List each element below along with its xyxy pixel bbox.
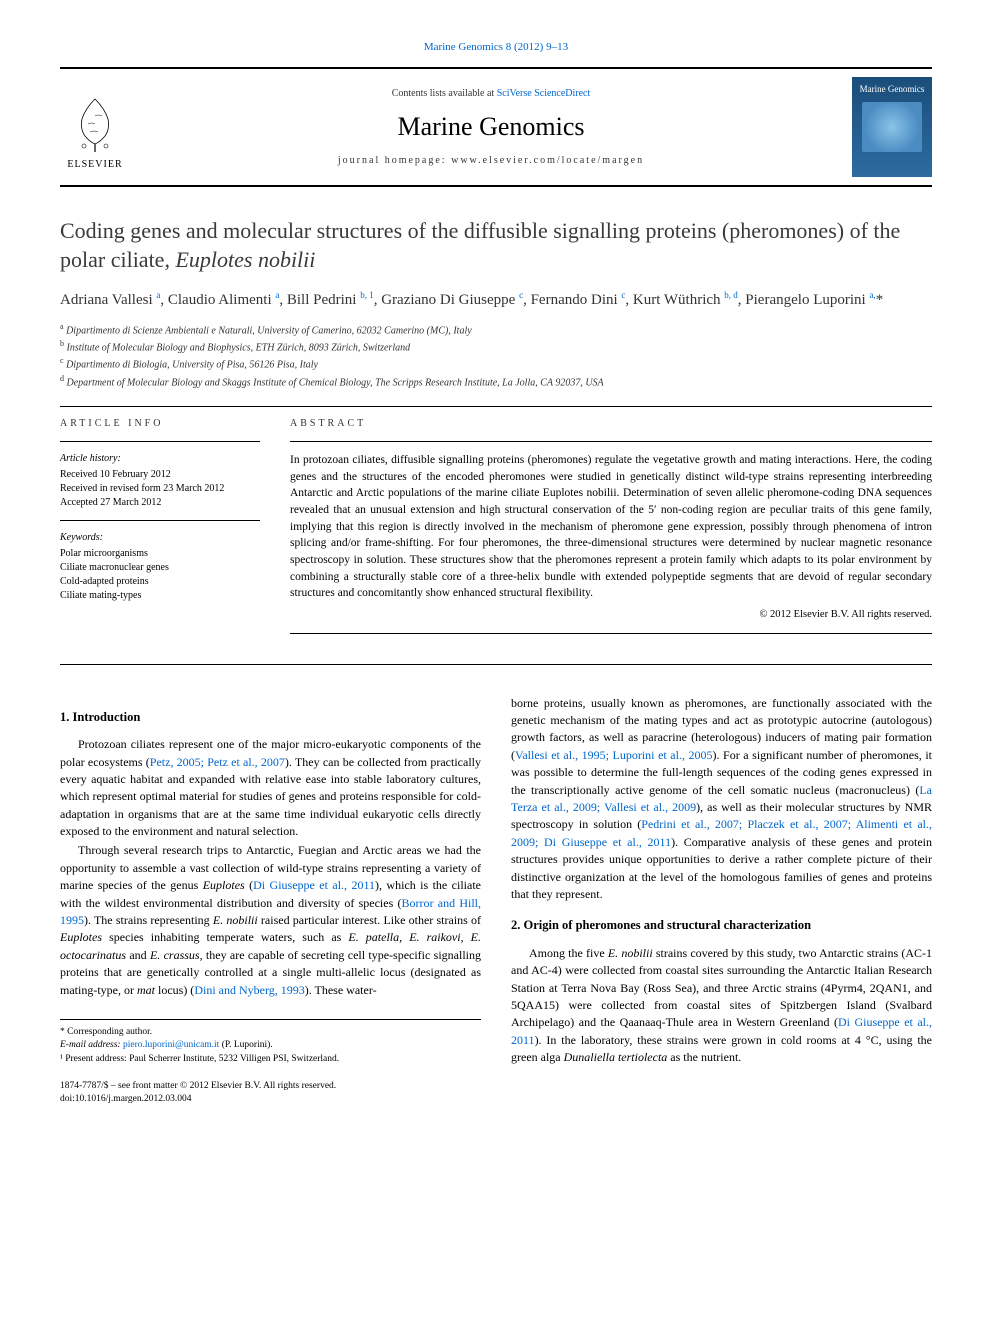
body-columns: 1. Introduction Protozoan ciliates repre… xyxy=(60,695,932,1107)
doi: doi:10.1016/j.margen.2012.03.004 xyxy=(60,1093,481,1106)
species-name: E. nobilii xyxy=(608,946,653,960)
article-info: ARTICLE INFO Article history: Received 1… xyxy=(60,417,260,644)
text-run: raised particular interest. Like other s… xyxy=(258,913,481,927)
journal-banner: ELSEVIER Contents lists available at Sci… xyxy=(60,67,932,187)
body-paragraph: Through several research trips to Antarc… xyxy=(60,842,481,999)
body-paragraph: borne proteins, usually known as pheromo… xyxy=(511,695,932,904)
left-column: 1. Introduction Protozoan ciliates repre… xyxy=(60,695,481,1107)
history-label: Article history: xyxy=(60,452,260,466)
species-name: E. crassus xyxy=(150,948,200,962)
citation-link[interactable]: Dini and Nyberg, 1993 xyxy=(194,983,304,997)
divider xyxy=(60,520,260,521)
corresponding-author: * Corresponding author. xyxy=(60,1026,481,1039)
right-column: borne proteins, usually known as pheromo… xyxy=(511,695,932,1107)
affiliation-line: b Institute of Molecular Biology and Bio… xyxy=(60,338,932,355)
keyword-line: Ciliate macronuclear genes xyxy=(60,561,260,575)
affiliation-line: c Dipartimento di Biologia, University o… xyxy=(60,355,932,372)
locus-name: mat xyxy=(137,983,155,997)
publisher-name: ELSEVIER xyxy=(67,158,122,172)
article-title: Coding genes and molecular structures of… xyxy=(60,217,932,274)
present-address: ¹ Present address: Paul Scherrer Institu… xyxy=(60,1053,481,1066)
keyword-line: Cold-adapted proteins xyxy=(60,575,260,589)
cover-image xyxy=(862,102,922,152)
abstract-text: In protozoan ciliates, diffusible signal… xyxy=(290,452,932,602)
article-info-heading: ARTICLE INFO xyxy=(60,417,260,431)
email-label: E-mail address: xyxy=(60,1040,123,1050)
homepage-prefix: journal homepage: xyxy=(338,155,451,166)
journal-cover: Marine Genomics xyxy=(852,77,932,177)
publisher-logo: ELSEVIER xyxy=(60,82,130,172)
history-line: Received in revised form 23 March 2012 xyxy=(60,482,260,496)
elsevier-tree-icon xyxy=(70,94,120,154)
text-run: and xyxy=(126,948,150,962)
divider xyxy=(60,441,260,442)
divider xyxy=(290,441,932,442)
species-name: Dunaliella tertiolecta xyxy=(564,1050,668,1064)
affiliations: a Dipartimento di Scienze Ambientali e N… xyxy=(60,321,932,390)
text-run: ). The strains representing xyxy=(84,913,213,927)
text-run: species inhabiting temperate waters, suc… xyxy=(102,930,348,944)
affiliation-line: a Dipartimento di Scienze Ambientali e N… xyxy=(60,321,932,338)
text-run: ). These water- xyxy=(305,983,377,997)
keyword-line: Ciliate mating-types xyxy=(60,589,260,603)
contents-line: Contents lists available at SciVerse Sci… xyxy=(130,87,852,101)
divider xyxy=(60,406,932,407)
sciencedirect-link[interactable]: SciVerse ScienceDirect xyxy=(497,88,591,99)
citation-link[interactable]: Marine Genomics 8 (2012) 9–13 xyxy=(60,40,932,55)
title-species: Euplotes nobilii xyxy=(175,247,315,272)
section-2-heading: 2. Origin of pheromones and structural c… xyxy=(511,917,932,935)
keyword-line: Polar microorganisms xyxy=(60,547,260,561)
abstract-column: ABSTRACT In protozoan ciliates, diffusib… xyxy=(290,417,932,644)
species-name: Euplotes xyxy=(203,878,245,892)
banner-center: Contents lists available at SciVerse Sci… xyxy=(130,87,852,167)
history-line: Accepted 27 March 2012 xyxy=(60,496,260,510)
keywords-label: Keywords: xyxy=(60,531,260,545)
homepage-line: journal homepage: www.elsevier.com/locat… xyxy=(130,154,852,168)
text-run: ( xyxy=(245,878,253,892)
text-run: as the nutrient. xyxy=(667,1050,741,1064)
citation-link[interactable]: Vallesi et al., 1995; Luporini et al., 2… xyxy=(515,748,713,762)
abstract-heading: ABSTRACT xyxy=(290,417,932,431)
body-paragraph: Protozoan ciliates represent one of the … xyxy=(60,736,481,840)
info-abstract-row: ARTICLE INFO Article history: Received 1… xyxy=(60,417,932,644)
section-1-heading: 1. Introduction xyxy=(60,709,481,727)
citation-link[interactable]: Petz, 2005; Petz et al., 2007 xyxy=(150,755,285,769)
front-matter: 1874-7787/$ – see front matter © 2012 El… xyxy=(60,1080,481,1093)
homepage-url[interactable]: www.elsevier.com/locate/margen xyxy=(451,155,644,166)
species-name: Euplotes xyxy=(60,930,102,944)
text-run: Among the five xyxy=(529,946,608,960)
author-list: Adriana Vallesi a, Claudio Alimenti a, B… xyxy=(60,289,932,311)
species-name: E. nobilii xyxy=(213,913,258,927)
text-run: locus) ( xyxy=(155,983,194,997)
citation-link[interactable]: Di Giuseppe et al., 2011 xyxy=(253,878,375,892)
email-suffix: (P. Luporini). xyxy=(219,1040,272,1050)
cover-title: Marine Genomics xyxy=(860,83,925,96)
journal-name: Marine Genomics xyxy=(130,109,852,145)
affiliation-line: d Department of Molecular Biology and Sk… xyxy=(60,373,932,390)
divider xyxy=(60,664,932,665)
footnotes: * Corresponding author. E-mail address: … xyxy=(60,1019,481,1066)
body-paragraph: Among the five E. nobilii strains covere… xyxy=(511,945,932,1067)
email-line: E-mail address: piero.luporini@unicam.it… xyxy=(60,1039,481,1052)
contents-prefix: Contents lists available at xyxy=(392,88,497,99)
abstract-copyright: © 2012 Elsevier B.V. All rights reserved… xyxy=(290,608,932,623)
email-link[interactable]: piero.luporini@unicam.it xyxy=(123,1040,219,1050)
footer: 1874-7787/$ – see front matter © 2012 El… xyxy=(60,1080,481,1107)
history-line: Received 10 February 2012 xyxy=(60,468,260,482)
divider xyxy=(290,633,932,634)
